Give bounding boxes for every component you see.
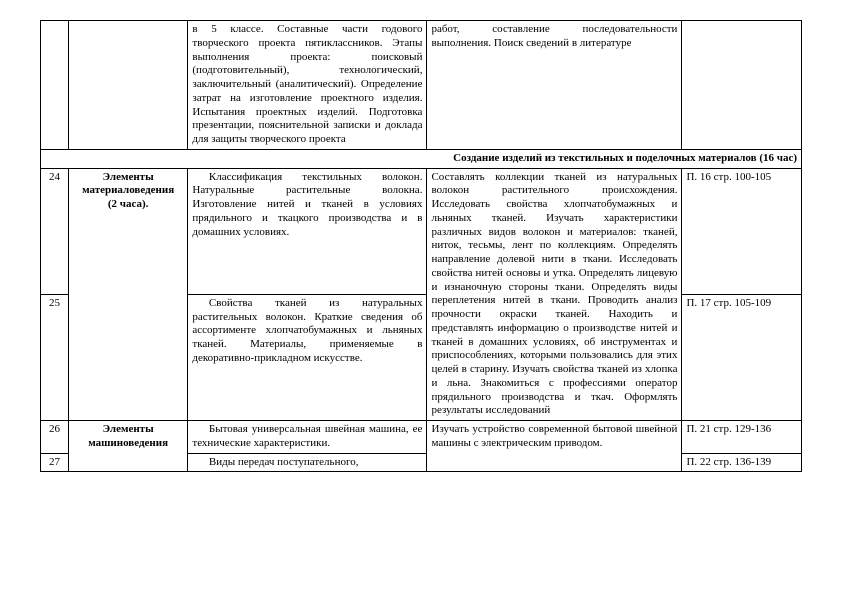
cell-num [41, 21, 69, 150]
topic-line: Элементы [103, 171, 154, 183]
cell-activity: работ, составление последовательности вы… [427, 21, 682, 150]
cell-ref: П. 16 стр. 100-105 [682, 168, 802, 294]
cell-topic: Элементы материаловедения (2 часа). [68, 168, 188, 421]
cell-topic [68, 21, 188, 150]
topic-line: (2 часа). [108, 198, 149, 210]
table-row: 26 Элементы машиноведения Бытовая универ… [41, 421, 802, 454]
curriculum-table: в 5 классе. Составные части годового тво… [40, 20, 802, 472]
topic-line: материаловедения [82, 184, 174, 196]
section-row: Создание изделий из текстильных и подело… [41, 149, 802, 168]
cell-desc: в 5 классе. Составные части годового тво… [188, 21, 427, 150]
cell-desc: Свойства тканей из натуральных раститель… [188, 294, 427, 420]
cell-desc: Виды передач поступательного, [188, 453, 427, 472]
section-title: Создание изделий из текстильных и подело… [41, 149, 802, 168]
cell-num: 27 [41, 453, 69, 472]
cell-desc: Классификация текстильных волокон. Натур… [188, 168, 427, 294]
table-row: 24 Элементы материаловедения (2 часа). К… [41, 168, 802, 294]
cell-topic: Элементы машиноведения [68, 421, 188, 472]
cell-ref: П. 22 стр. 136-139 [682, 453, 802, 472]
cell-desc: Бытовая универсальная швейная машина, ее… [188, 421, 427, 454]
topic-line: машиноведения [88, 437, 168, 449]
cell-activity: Изучать устройство современной бытовой ш… [427, 421, 682, 472]
cell-ref: П. 21 стр. 129-136 [682, 421, 802, 454]
topic-line: Элементы [103, 423, 154, 435]
cell-num: 24 [41, 168, 69, 294]
cell-num: 26 [41, 421, 69, 454]
cell-activity: Составлять коллекции тканей из натуральн… [427, 168, 682, 421]
cell-ref [682, 21, 802, 150]
cell-num: 25 [41, 294, 69, 420]
cell-ref: П. 17 стр. 105-109 [682, 294, 802, 420]
table-row: в 5 классе. Составные части годового тво… [41, 21, 802, 150]
